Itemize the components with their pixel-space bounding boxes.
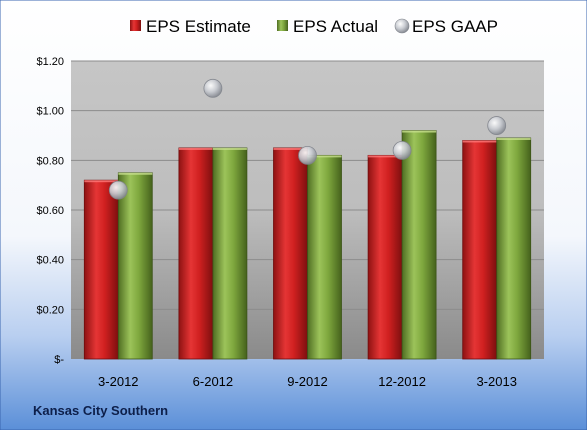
y-tick-label: $- [54,354,64,366]
legend-label: EPS Actual [293,17,378,36]
y-tick-label: $0.40 [36,255,64,267]
x-axis: 3-2012 6-2012 9-2012 12-2012 3-2013 [98,374,517,389]
actual-bar-top [212,147,247,150]
actual-bar-top [118,172,153,175]
x-tick-label: 6-2012 [193,374,233,389]
actual-bar-top [402,130,437,133]
actual-bar [496,137,532,360]
y-tick-label: $1.20 [36,56,64,68]
company-label: Kansas City Southern [33,403,168,418]
estimate-bar [83,179,119,360]
gaap-marker [298,145,317,165]
legend-label: EPS Estimate [146,17,251,36]
legend-swatch [277,20,288,31]
actual-bar [401,130,437,360]
x-tick-label: 3-2012 [98,374,138,389]
gaap-marker [487,116,507,135]
estimate-bar-top [178,147,213,150]
gaap-marker [203,78,223,98]
gaap-marker [392,140,412,160]
y-axis: $- $0.20 $0.40 $0.60 $0.80 $1.00 $1.20 [36,56,64,366]
bars [83,130,532,360]
estimate-bar-top [462,140,497,143]
legend-label: EPS GAAP [412,17,498,36]
estimate-bar [273,147,308,360]
gaap-marker [108,180,128,200]
gaap-markers [108,78,507,200]
y-tick-label: $0.60 [36,205,64,217]
estimate-bar [178,147,214,360]
estimate-bar-top [84,180,119,183]
actual-bar [117,172,153,360]
actual-bar-top [496,137,531,140]
legend: EPS Estimate EPS Actual EPS GAAP [130,17,498,36]
x-tick-label: 9-2012 [287,374,327,389]
legend-swatch [394,18,410,34]
y-tick-label: $0.80 [36,155,64,167]
y-tick-label: $1.00 [36,106,64,118]
y-tick-label: $0.20 [36,304,64,316]
actual-bar [212,147,248,360]
actual-bar-top [307,155,342,158]
x-tick-label: 12-2012 [378,374,426,389]
legend-swatch [130,20,141,31]
estimate-bar [462,140,498,360]
estimate-bar-top [273,147,308,150]
actual-bar [307,154,342,360]
x-tick-label: 3-2013 [476,374,516,389]
estimate-bar-top [368,155,403,158]
estimate-bar [367,154,403,360]
